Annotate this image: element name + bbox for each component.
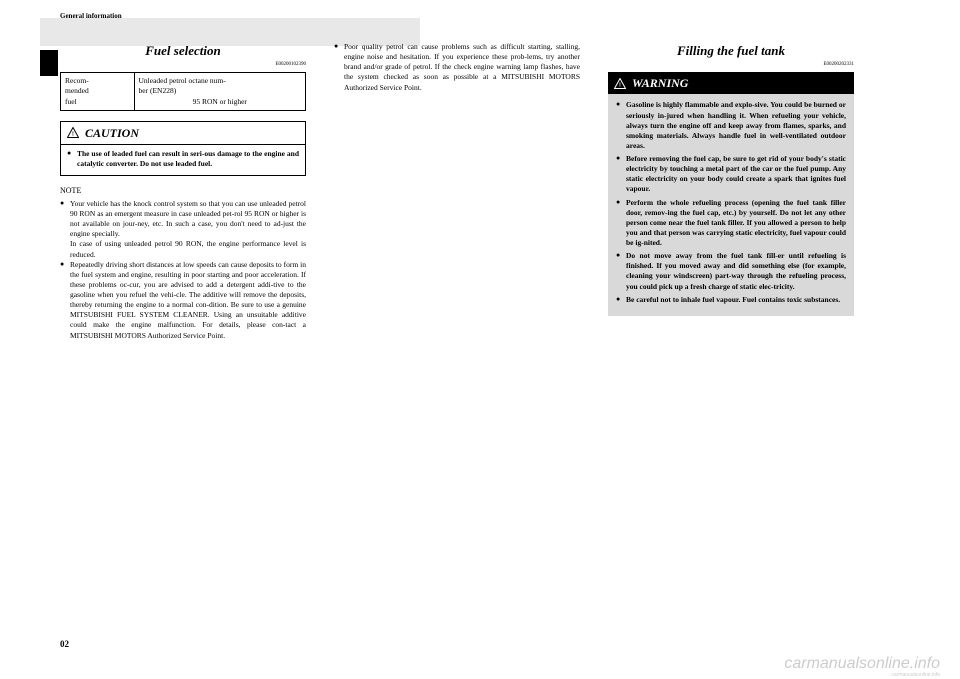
note-list: Your vehicle has the knock control syste… [60, 199, 306, 240]
list-item: Poor quality petrol can cause problems s… [334, 42, 580, 93]
warning-box: ! WARNING Gasoline is highly flammable a… [608, 72, 854, 316]
warning-title: WARNING [632, 75, 688, 91]
svg-text:!: ! [72, 131, 74, 138]
fuel-table-value-line2: 95 RON or higher [139, 97, 302, 107]
column-3: Filling the fuel tank E00200202331 ! WAR… [608, 42, 854, 341]
warning-header: ! WARNING [608, 72, 854, 94]
filling-tank-title: Filling the fuel tank [608, 42, 854, 60]
warning-triangle-icon: ! [614, 78, 626, 89]
column-1: Fuel selection E00200102390 Recom- mende… [60, 42, 306, 341]
column-2: Poor quality petrol can cause problems s… [334, 42, 580, 341]
fuel-table-value-line1: Unleaded petrol octane num- ber (EN228) [139, 76, 302, 96]
note-list-2: Repeatedly driving short distances at lo… [60, 260, 306, 341]
warning-item: Be careful not to inhale fuel vapour. Fu… [616, 295, 846, 305]
warning-item: Do not move away from the fuel tank fill… [616, 251, 846, 292]
caution-header: ! CAUTION [61, 122, 305, 145]
fuel-selection-title: Fuel selection [60, 42, 306, 60]
caution-box: ! CAUTION The use of leaded fuel can res… [60, 121, 306, 176]
warning-item: Before removing the fuel cap, be sure to… [616, 154, 846, 195]
page-number: 02 [60, 639, 69, 649]
list-item: Repeatedly driving short distances at lo… [60, 260, 306, 341]
columns-wrapper: Fuel selection E00200102390 Recom- mende… [60, 40, 900, 341]
svg-text:!: ! [619, 81, 621, 88]
table-row: Recom- mended fuel Unleaded petrol octan… [61, 73, 306, 110]
note-label: NOTE [60, 186, 306, 197]
list-item: Your vehicle has the knock control syste… [60, 199, 306, 240]
caution-triangle-icon: ! [67, 127, 79, 138]
note-continuation: In case of using unleaded petrol 90 RON,… [60, 239, 306, 259]
filling-tank-code: E00200202331 [608, 62, 854, 69]
watermark-main: carmanualsonline.info [784, 655, 940, 673]
warning-body: Gasoline is highly flammable and explo-s… [608, 94, 854, 315]
col2-list: Poor quality petrol can cause problems s… [334, 42, 580, 93]
watermark-sub: carmanualsonline.info [891, 672, 940, 678]
fuel-table: Recom- mended fuel Unleaded petrol octan… [60, 72, 306, 110]
caution-item: The use of leaded fuel can result in ser… [67, 149, 299, 169]
fuel-table-value: Unleaded petrol octane num- ber (EN228) … [134, 73, 306, 110]
caution-title: CAUTION [85, 125, 139, 141]
warning-item: Gasoline is highly flammable and explo-s… [616, 100, 846, 151]
fuel-selection-code: E00200102390 [60, 62, 306, 69]
side-tab [40, 50, 58, 76]
fuel-table-label: Recom- mended fuel [61, 73, 135, 110]
warning-item: Perform the whole refueling process (ope… [616, 198, 846, 249]
caution-body: The use of leaded fuel can result in ser… [61, 145, 305, 175]
page-container: General information Fuel selection E0020… [0, 0, 960, 679]
section-label: General information [60, 12, 122, 20]
